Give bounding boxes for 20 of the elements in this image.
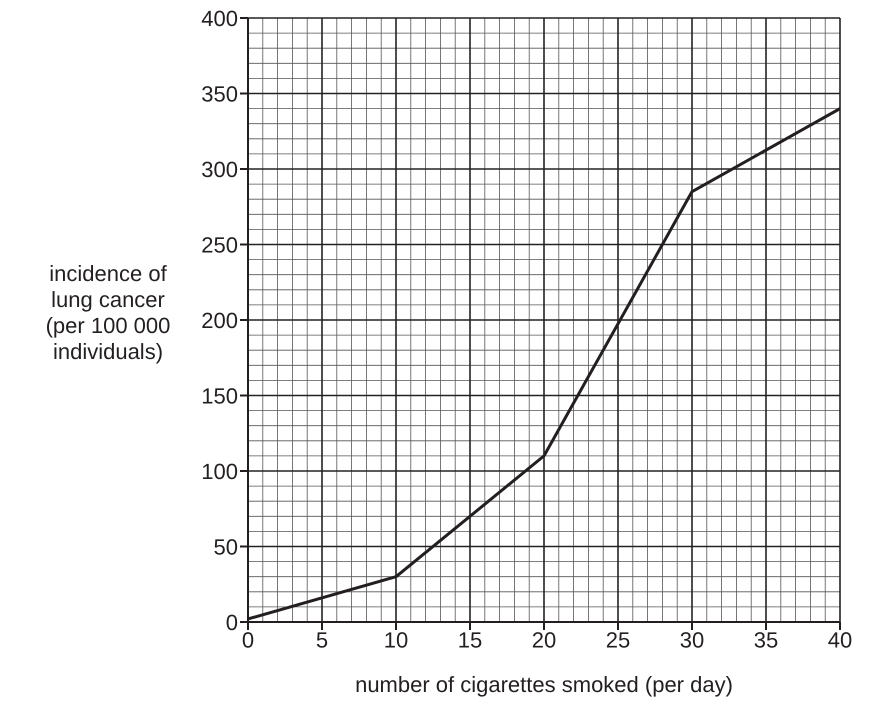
y-tick-label: 200 (201, 308, 238, 333)
y-tick-label: 350 (201, 81, 238, 106)
y-tick-label: 400 (201, 6, 238, 31)
y-tick-label: 50 (214, 534, 238, 560)
x-tick-label: 35 (754, 628, 778, 653)
x-tick-label: 10 (384, 628, 408, 653)
x-tick-label: 5 (316, 628, 328, 653)
x-tick-label: 40 (828, 628, 852, 653)
x-tick-label: 0 (242, 628, 254, 653)
x-tick-label: 25 (606, 628, 630, 653)
x-tick-label: 15 (458, 628, 482, 653)
x-tick-label: 20 (532, 628, 556, 653)
x-axis-title: number of cigarettes smoked (per day) (355, 672, 733, 697)
y-tick-label: 250 (201, 232, 238, 258)
y-tick-label: 300 (201, 156, 238, 182)
x-tick-label: 30 (680, 628, 704, 653)
y-axis-title: incidence of lung cancer (per 100 000 individuals) (46, 261, 170, 364)
y-tick-label: 100 (201, 458, 238, 484)
y-tick-label: 0 (226, 610, 238, 635)
y-tick-label: 150 (201, 383, 238, 408)
